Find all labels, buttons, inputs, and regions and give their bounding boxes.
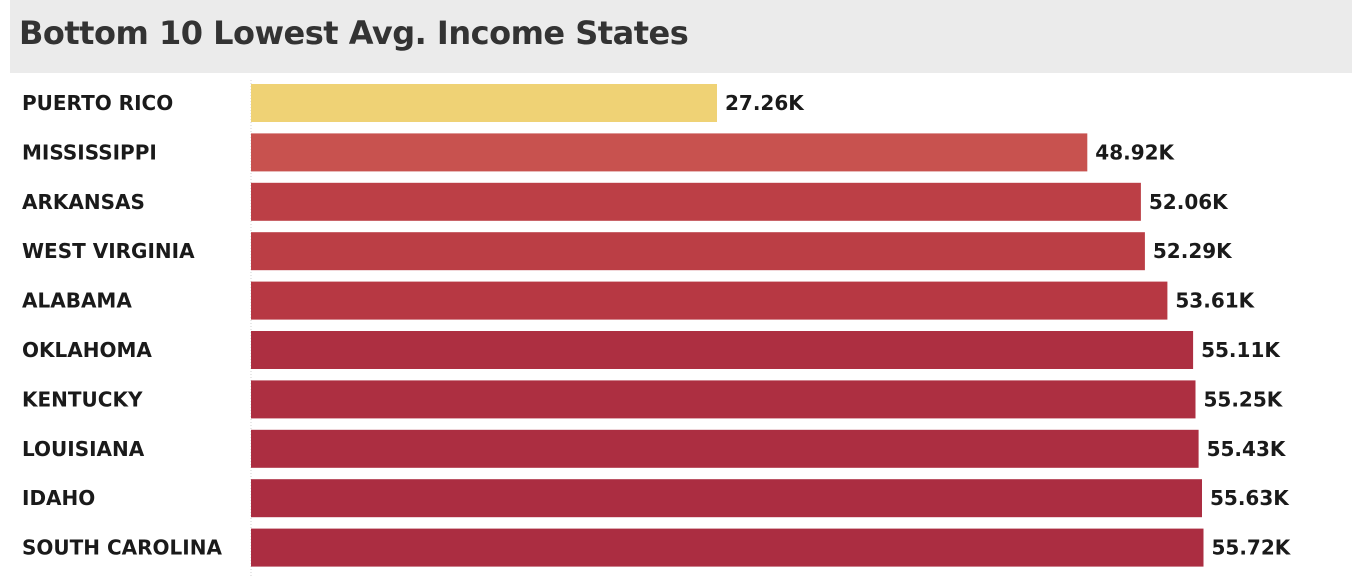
bar-mississippi	[251, 133, 1088, 172]
category-label: MISSISSIPPI	[22, 140, 157, 164]
category-label: ARKANSAS	[22, 190, 145, 214]
value-label: 55.11K	[1201, 338, 1281, 362]
bars-group: PUERTO RICO 27.26K MISSISSIPPI 48.92K ARKANS…	[22, 84, 1292, 567]
value-label: 55.25K	[1204, 387, 1284, 411]
value-label: 55.43K	[1207, 437, 1287, 461]
bar-kentucky	[251, 380, 1196, 419]
category-label: LOUISIANA	[22, 437, 145, 461]
value-label: 52.29K	[1153, 239, 1233, 263]
value-label: 27.26K	[725, 91, 805, 115]
category-label: SOUTH CAROLINA	[22, 536, 222, 560]
category-label: ALABAMA	[22, 289, 132, 313]
value-label: 55.63K	[1210, 486, 1290, 510]
bar-arkansas	[251, 182, 1141, 221]
category-label: PUERTO RICO	[22, 91, 173, 115]
bar-west-virginia	[251, 232, 1145, 271]
bar-south-carolina	[251, 528, 1204, 567]
bar-puerto-rico	[251, 84, 717, 122]
bar-oklahoma	[251, 331, 1194, 369]
category-label: KENTUCKY	[22, 387, 143, 411]
chart-title: Bottom 10 Lowest Avg. Income States	[19, 14, 689, 52]
category-label: OKLAHOMA	[22, 338, 152, 362]
bar-alabama	[251, 281, 1168, 320]
category-label: WEST VIRGINIA	[22, 239, 195, 263]
value-label: 48.92K	[1095, 140, 1175, 164]
bar-idaho	[251, 479, 1202, 518]
value-label: 55.72K	[1212, 536, 1292, 560]
bar-louisiana	[251, 429, 1199, 468]
value-label: 52.06K	[1149, 190, 1229, 214]
value-label: 53.61K	[1175, 289, 1255, 313]
category-label: IDAHO	[22, 486, 95, 510]
title-bar: Bottom 10 Lowest Avg. Income States	[10, 0, 1352, 73]
